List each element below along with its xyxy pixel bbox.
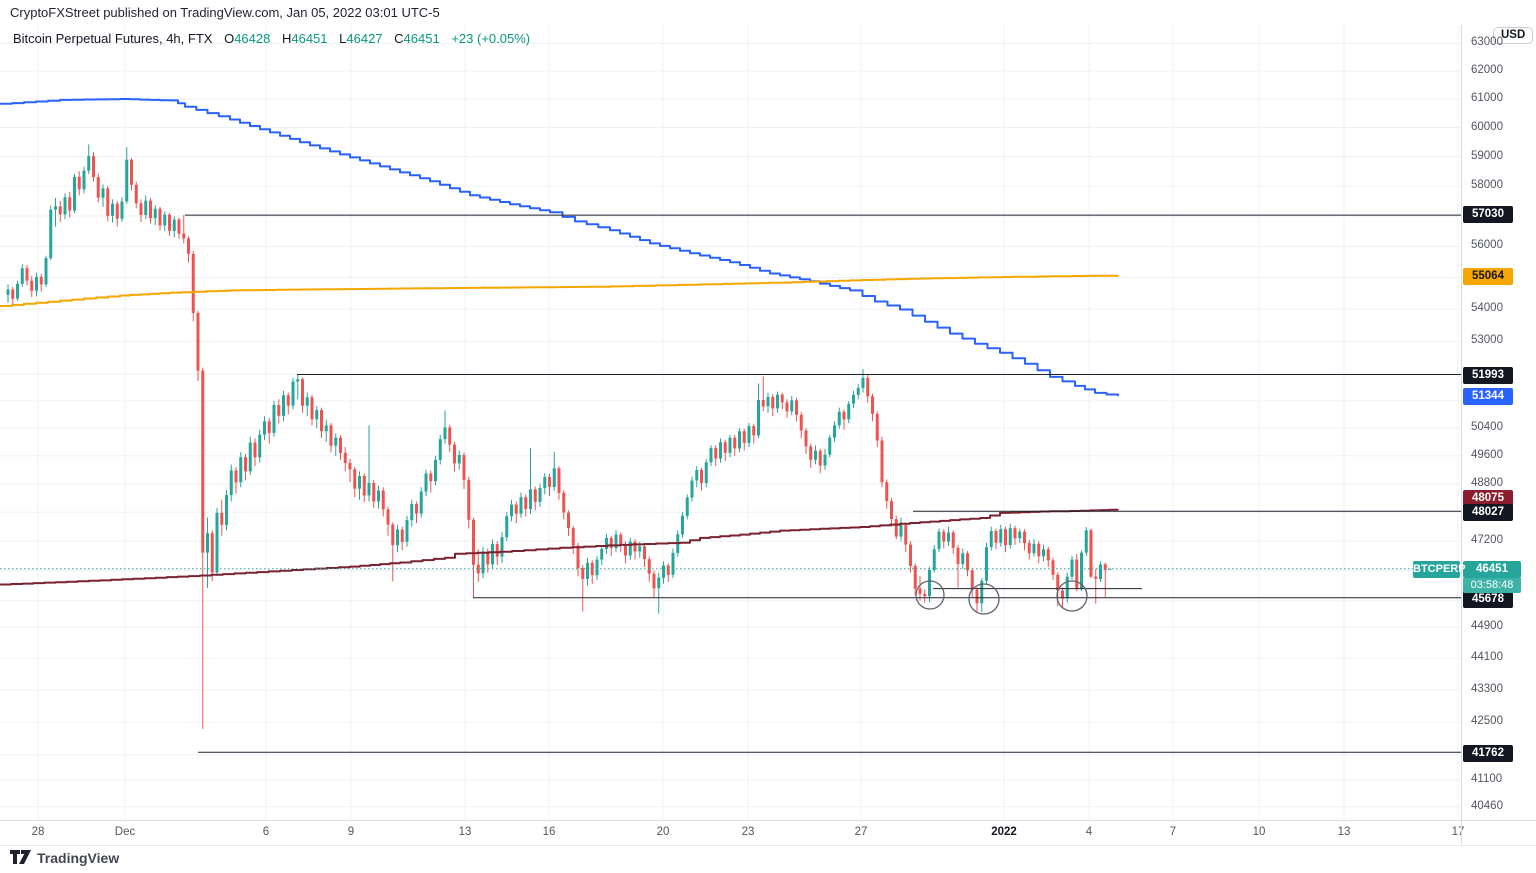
- price-badge-45678: 45678: [1463, 591, 1513, 608]
- price-axis-label: 56000: [1471, 239, 1503, 251]
- tradingview-brand-text: TradingView: [37, 850, 120, 866]
- time-axis-label: 9: [347, 826, 355, 838]
- tradingview-logo[interactable]: TradingView: [10, 850, 119, 866]
- currency-toggle-button[interactable]: USD: [1493, 27, 1534, 44]
- price-axis-label: 54000: [1471, 302, 1503, 314]
- price-axis-label: 61000: [1471, 92, 1503, 104]
- time-axis-label: 28: [31, 826, 45, 838]
- time-axis-label: 6: [262, 826, 270, 838]
- symbol-price-tag: BTCPERP: [1413, 561, 1466, 578]
- close-value: 46451: [403, 31, 440, 46]
- time-axis-label: 7: [1169, 826, 1177, 838]
- price-axis-label: 62000: [1471, 64, 1503, 76]
- low-prefix: L: [339, 31, 347, 46]
- price-axis-label: 59000: [1471, 150, 1503, 162]
- symbol-legend[interactable]: Bitcoin Perpetual Futures, 4h, FTX O4642…: [13, 31, 530, 46]
- time-axis-divider: [0, 820, 1536, 821]
- price-badge-57030: 57030: [1463, 206, 1513, 223]
- time-axis-label: 27: [854, 826, 868, 838]
- time-axis-label: 20: [656, 826, 670, 838]
- price-badge-51993: 51993: [1463, 367, 1513, 384]
- time-axis-label: Dec: [114, 826, 136, 838]
- time-axis-label: 13: [458, 826, 472, 838]
- annotation-circle[interactable]: [968, 583, 1000, 615]
- price-badge-48027: 48027: [1463, 504, 1513, 521]
- current-price-badge: 46451: [1463, 561, 1521, 578]
- time-axis-label: 2022: [991, 826, 1017, 838]
- time-axis-label: 17: [1451, 826, 1465, 838]
- price-axis-label: 44900: [1471, 620, 1503, 632]
- price-axis-label: 60000: [1471, 121, 1503, 133]
- high-value: 46451: [291, 31, 328, 46]
- bar-countdown-badge: 03:58:48: [1463, 578, 1521, 593]
- publisher-header: CryptoFXStreet published on TradingView.…: [10, 5, 440, 20]
- price-axis-label: 41100: [1471, 773, 1503, 785]
- price-axis-label: 48800: [1471, 477, 1503, 489]
- price-axis-divider: [1461, 25, 1462, 845]
- ma-maroon-line[interactable]: [0, 508, 1119, 586]
- price-axis-label: 40460: [1471, 800, 1503, 812]
- price-axis-label: 58000: [1471, 179, 1503, 191]
- price-badge-55064: 55064: [1463, 268, 1513, 285]
- price-axis-label: 43300: [1471, 683, 1503, 695]
- support-resistance-lines: [185, 214, 1461, 753]
- price-badge-41762: 41762: [1463, 745, 1513, 762]
- open-prefix: O: [224, 31, 235, 46]
- price-badge-48075: 48075: [1463, 490, 1513, 507]
- grid-lines: [0, 25, 1461, 820]
- time-axis-label: 10: [1252, 826, 1266, 838]
- candlesticks: [6, 144, 1112, 729]
- price-axis-label: 49600: [1471, 449, 1503, 461]
- footer-divider: [0, 845, 1536, 846]
- price-axis-label: 42500: [1471, 715, 1503, 727]
- open-value: 46428: [234, 31, 271, 46]
- annotation-circles: [915, 580, 1088, 615]
- time-axis-label: 23: [741, 826, 755, 838]
- symbol-title: Bitcoin Perpetual Futures, 4h, FTX: [13, 31, 213, 46]
- price-axis-label: 50400: [1471, 421, 1503, 433]
- price-axis-label: 53000: [1471, 334, 1503, 346]
- annotation-circle[interactable]: [915, 580, 945, 610]
- time-axis-label: 4: [1085, 826, 1093, 838]
- price-axis-label: 63000: [1471, 36, 1503, 48]
- ma-orange-line[interactable]: [0, 274, 1119, 307]
- price-badge-51344: 51344: [1463, 388, 1513, 405]
- price-axis-label: 47200: [1471, 534, 1503, 546]
- tradingview-logo-icon: [10, 850, 31, 864]
- price-axis-label: 44100: [1471, 651, 1503, 663]
- time-axis-label: 16: [542, 826, 556, 838]
- annotation-circle[interactable]: [1056, 580, 1088, 612]
- ma-blue-line[interactable]: [0, 98, 1119, 397]
- close-prefix: C: [394, 31, 404, 46]
- change-value: +23 (+0.05%): [451, 31, 531, 46]
- time-axis-label: 13: [1337, 826, 1351, 838]
- high-prefix: H: [281, 31, 292, 46]
- low-value: 46427: [346, 31, 383, 46]
